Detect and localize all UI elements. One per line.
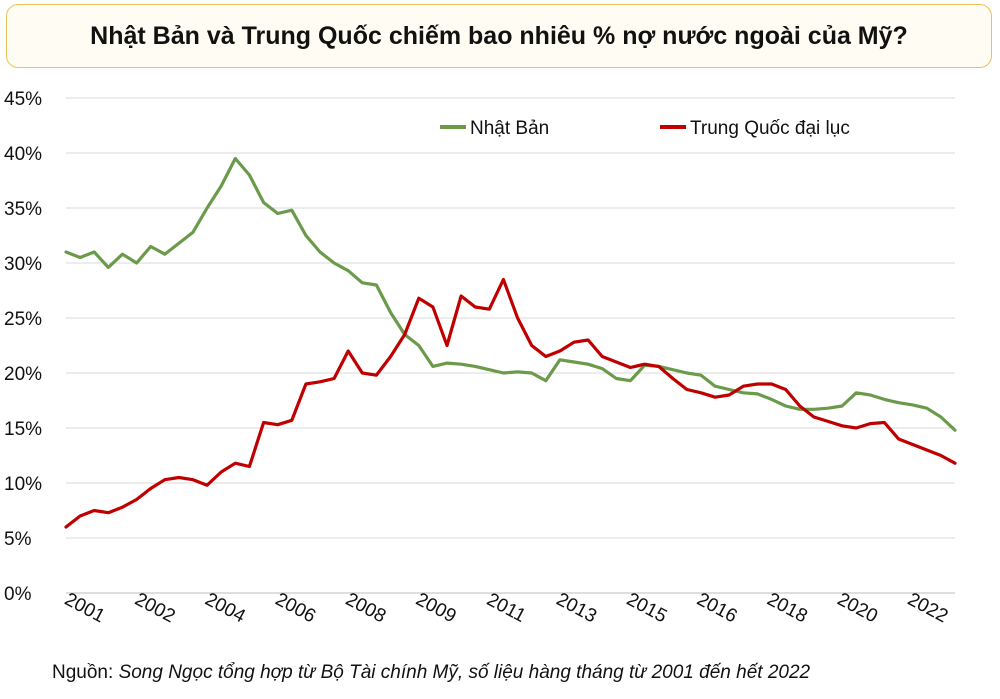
y-tick-label: 40% xyxy=(4,144,42,165)
x-axis-ticks: 2001 2002 2004 2006 2008 2009 2011 2013 2015 2016… xyxy=(61,589,951,628)
y-tick-label: 15% xyxy=(4,419,42,440)
legend-label-0: Nhật Bản xyxy=(470,118,549,139)
x-tick-label: 2004 xyxy=(201,589,249,628)
series-line-0 xyxy=(64,156,957,432)
y-tick-label: 10% xyxy=(4,474,42,495)
legend-label-1: Trung Quốc đại lục xyxy=(690,118,850,139)
x-tick-label: 2008 xyxy=(342,589,389,627)
legend: Nhật Bản Trung Quốc đại lục xyxy=(440,118,850,139)
x-tick-label: 2016 xyxy=(693,589,740,627)
source-label: Nguồn: xyxy=(52,662,114,683)
y-tick-label: 45% xyxy=(4,89,42,110)
chart-title: Nhật Bản và Trung Quốc chiếm bao nhiêu %… xyxy=(90,21,908,50)
series-line-1 xyxy=(64,277,957,529)
x-tick-label: 2020 xyxy=(834,589,881,627)
x-tick-label: 2011 xyxy=(483,589,529,627)
y-tick-label: 35% xyxy=(4,199,42,220)
x-tick-label: 2001 xyxy=(61,589,108,627)
y-tick-label: 30% xyxy=(4,254,42,275)
x-tick-label: 2009 xyxy=(412,589,459,627)
grid-lines xyxy=(66,97,955,594)
y-tick-label: 5% xyxy=(4,529,32,550)
source-note: Nguồn: Song Ngọc tổng hợp từ Bộ Tài chín… xyxy=(52,662,810,684)
y-tick-label: 25% xyxy=(4,309,42,330)
series-lines xyxy=(64,156,957,529)
title-box: Nhật Bản và Trung Quốc chiếm bao nhiêu %… xyxy=(6,4,992,68)
x-tick-label: 2002 xyxy=(131,589,178,627)
source-text: Song Ngọc tổng hợp từ Bộ Tài chính Mỹ, s… xyxy=(118,662,811,683)
x-tick-label: 2018 xyxy=(763,589,810,627)
x-tick-label: 2006 xyxy=(272,589,319,627)
x-tick-label: 2022 xyxy=(904,589,951,627)
y-tick-label: 20% xyxy=(4,364,42,385)
y-axis-ticks: 0% 5% 10% 15% 20% 25% 30% 35% 40% 45% xyxy=(4,89,42,605)
line-chart: 0%5%10%15%20%25%30%35%40%45% 2001 2002 200… xyxy=(4,89,957,628)
x-tick-label: 2013 xyxy=(553,589,600,627)
y-tick-label: 0% xyxy=(4,584,32,605)
x-tick-label: 2015 xyxy=(623,589,670,627)
